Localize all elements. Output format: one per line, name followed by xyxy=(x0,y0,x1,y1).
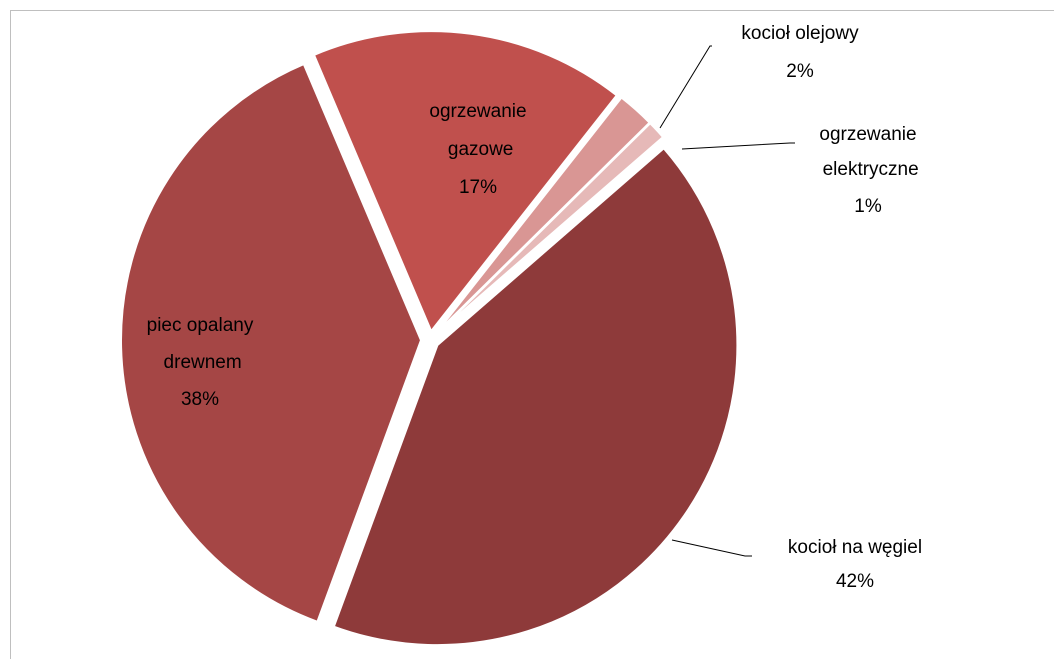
leader-line xyxy=(681,142,795,150)
slice-label: kocioł olejowy xyxy=(741,23,859,44)
value-label: 17% xyxy=(459,177,497,198)
slice-label: piec opalany drewnem xyxy=(147,315,254,373)
leader-line xyxy=(659,45,712,129)
slice-label: kocioł na węgiel xyxy=(788,537,922,558)
leader-line xyxy=(671,539,752,557)
slice-label: ogrzewanie elektryczne xyxy=(817,124,918,180)
pie-slice xyxy=(120,62,423,624)
value-label: 1% xyxy=(854,196,882,217)
value-label: 42% xyxy=(836,571,874,592)
pie-slice xyxy=(312,30,619,334)
pie-slice xyxy=(332,146,739,647)
value-label: 2% xyxy=(786,61,814,82)
pie-slice xyxy=(435,121,665,335)
slice-label: ogrzewanie gazowe xyxy=(429,101,526,160)
value-label: 38% xyxy=(181,389,219,410)
